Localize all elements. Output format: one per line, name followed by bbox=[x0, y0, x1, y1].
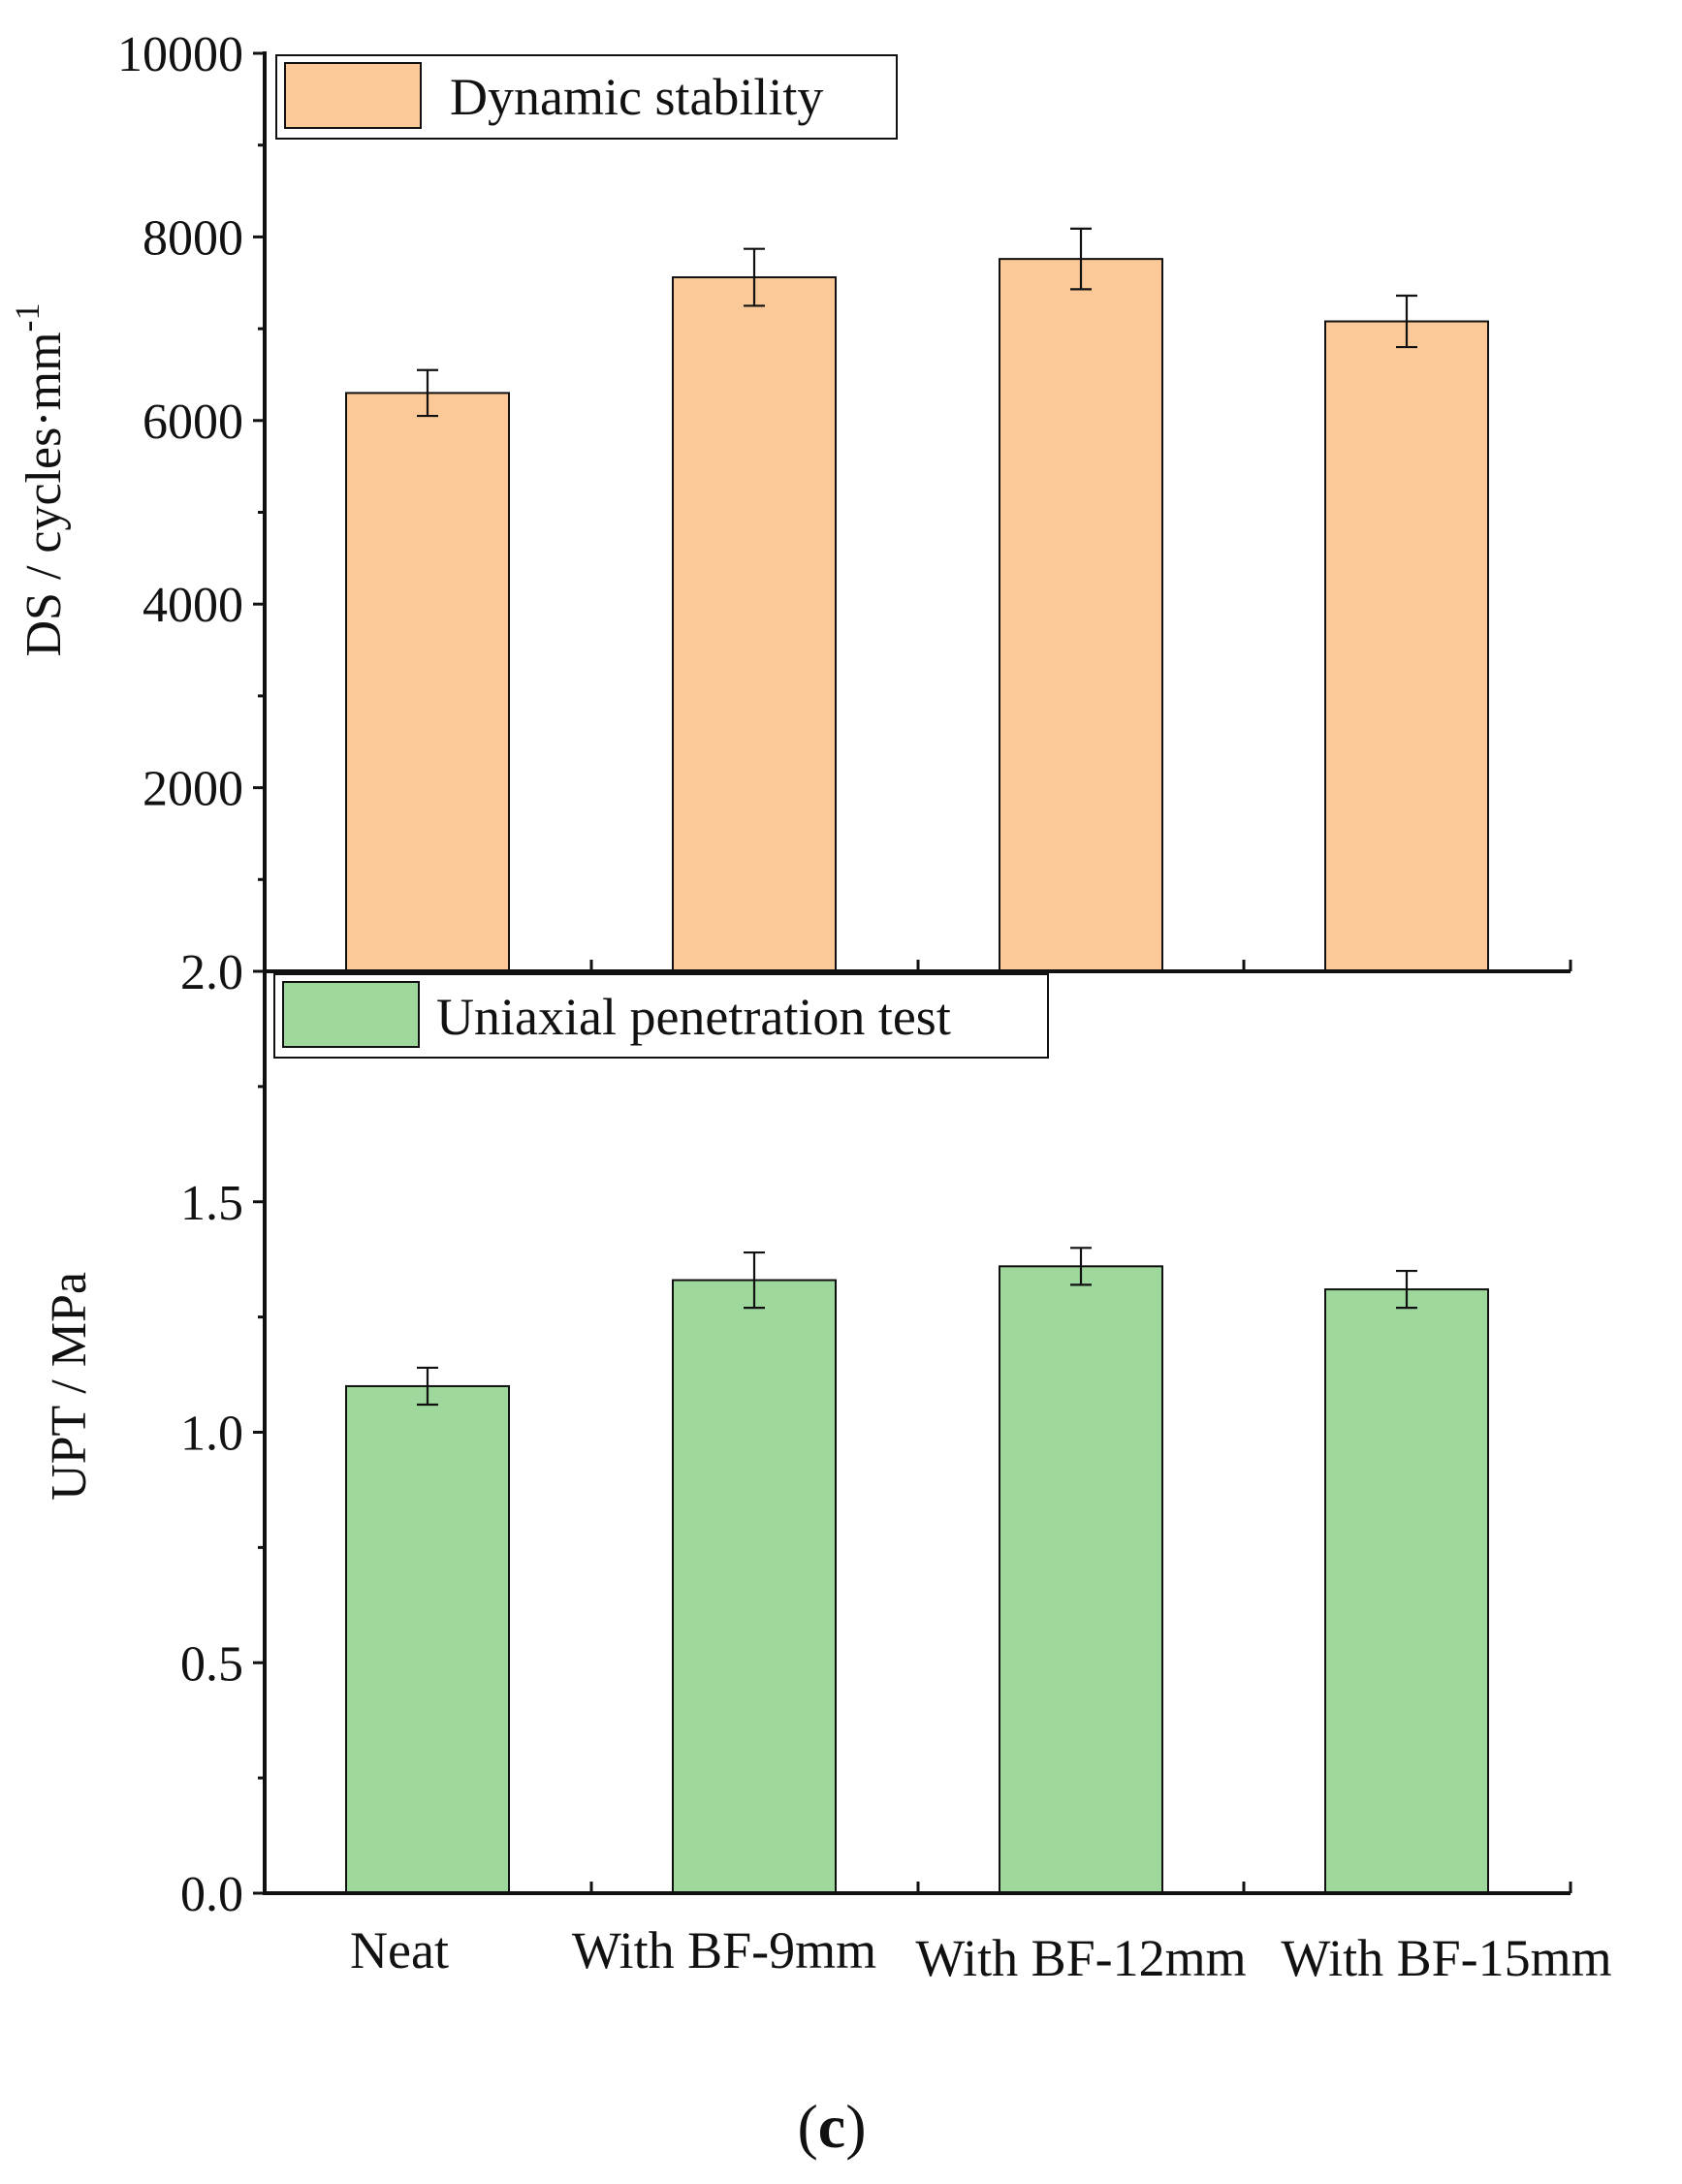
upt-legend-label: Uniaxial penetration test bbox=[436, 988, 951, 1046]
dynamic-stability-y-axis-title: DS / cycles·mm-1 bbox=[8, 302, 72, 656]
x-category-label-2: With BF-12mm bbox=[915, 1929, 1246, 1987]
panel-label-letter: c bbox=[818, 2092, 845, 2161]
upt-y-tick-label-1: 0.5 bbox=[180, 1636, 243, 1692]
panel-label: (c) bbox=[797, 2092, 866, 2161]
ds-bar-3 bbox=[1324, 320, 1489, 972]
ds-bar-2 bbox=[999, 258, 1163, 972]
ds-y-tick-label-4: 10000 bbox=[117, 27, 243, 82]
upt-y-tick-label-3: 1.5 bbox=[180, 1176, 243, 1231]
ds-y-tick-label-0: 2000 bbox=[143, 762, 243, 817]
ds-legend-swatch bbox=[284, 62, 422, 129]
ds-ylabel-main: DS / cycles·mm bbox=[16, 332, 72, 656]
dynamic-stability-y-ticks: 2000 4000 6000 8000 10000 bbox=[117, 27, 265, 973]
ds-y-tick-label-2: 6000 bbox=[143, 395, 243, 450]
dynamic-stability-bars bbox=[345, 258, 1489, 972]
upt-bar-1 bbox=[672, 1279, 837, 1894]
ds-y-tick-label-3: 8000 bbox=[143, 210, 243, 266]
upt-bar-2 bbox=[999, 1265, 1163, 1894]
upt-y-tick-label-2: 1.0 bbox=[180, 1407, 243, 1462]
uniaxial-penetration-error-bars bbox=[417, 1247, 1417, 1407]
upt-bar-0 bbox=[345, 1384, 510, 1894]
panel-label-close: ) bbox=[845, 2092, 866, 2161]
ds-legend-label: Dynamic stability bbox=[450, 68, 823, 126]
ds-ylabel-superscript: -1 bbox=[8, 302, 47, 332]
dynamic-stability-legend: Dynamic stability bbox=[275, 54, 898, 140]
uniaxial-penetration-y-axis-title: UPT / MPa bbox=[42, 1272, 97, 1501]
x-category-label-3: With BF-15mm bbox=[1281, 1929, 1611, 1987]
uniaxial-penetration-legend: Uniaxial penetration test bbox=[273, 973, 1049, 1059]
uniaxial-penetration-y-ticks: 0.0 0.5 1.0 1.5 2.0 bbox=[180, 945, 265, 1922]
upt-y-tick-label-0: 0.0 bbox=[180, 1867, 243, 1922]
uniaxial-penetration-bars bbox=[345, 1265, 1489, 1894]
uniaxial-penetration-panel: 0.0 0.5 1.0 1.5 2.0 UPT / MPa Uniaxial penet… bbox=[42, 945, 1572, 1922]
panel-label-open: ( bbox=[797, 2092, 817, 2161]
x-category-label-1: With BF-9mm bbox=[572, 1921, 876, 1979]
x-axis-category-labels: Neat With BF-9mm With BF-12mm With BF-15mm bbox=[350, 1921, 1612, 1987]
upt-bar-3 bbox=[1324, 1288, 1489, 1894]
dynamic-stability-panel: 2000 4000 6000 8000 10000 DS / cycles·mm-1 D… bbox=[8, 27, 1572, 973]
dynamic-stability-error-bars bbox=[417, 227, 1417, 418]
upt-y-tick-label-4: 2.0 bbox=[180, 945, 243, 1000]
upt-legend-swatch bbox=[282, 981, 420, 1048]
ds-bar-0 bbox=[345, 392, 510, 972]
x-category-label-0: Neat bbox=[350, 1921, 449, 1979]
ds-bar-1 bbox=[672, 276, 837, 972]
ds-y-tick-label-1: 4000 bbox=[143, 578, 243, 633]
